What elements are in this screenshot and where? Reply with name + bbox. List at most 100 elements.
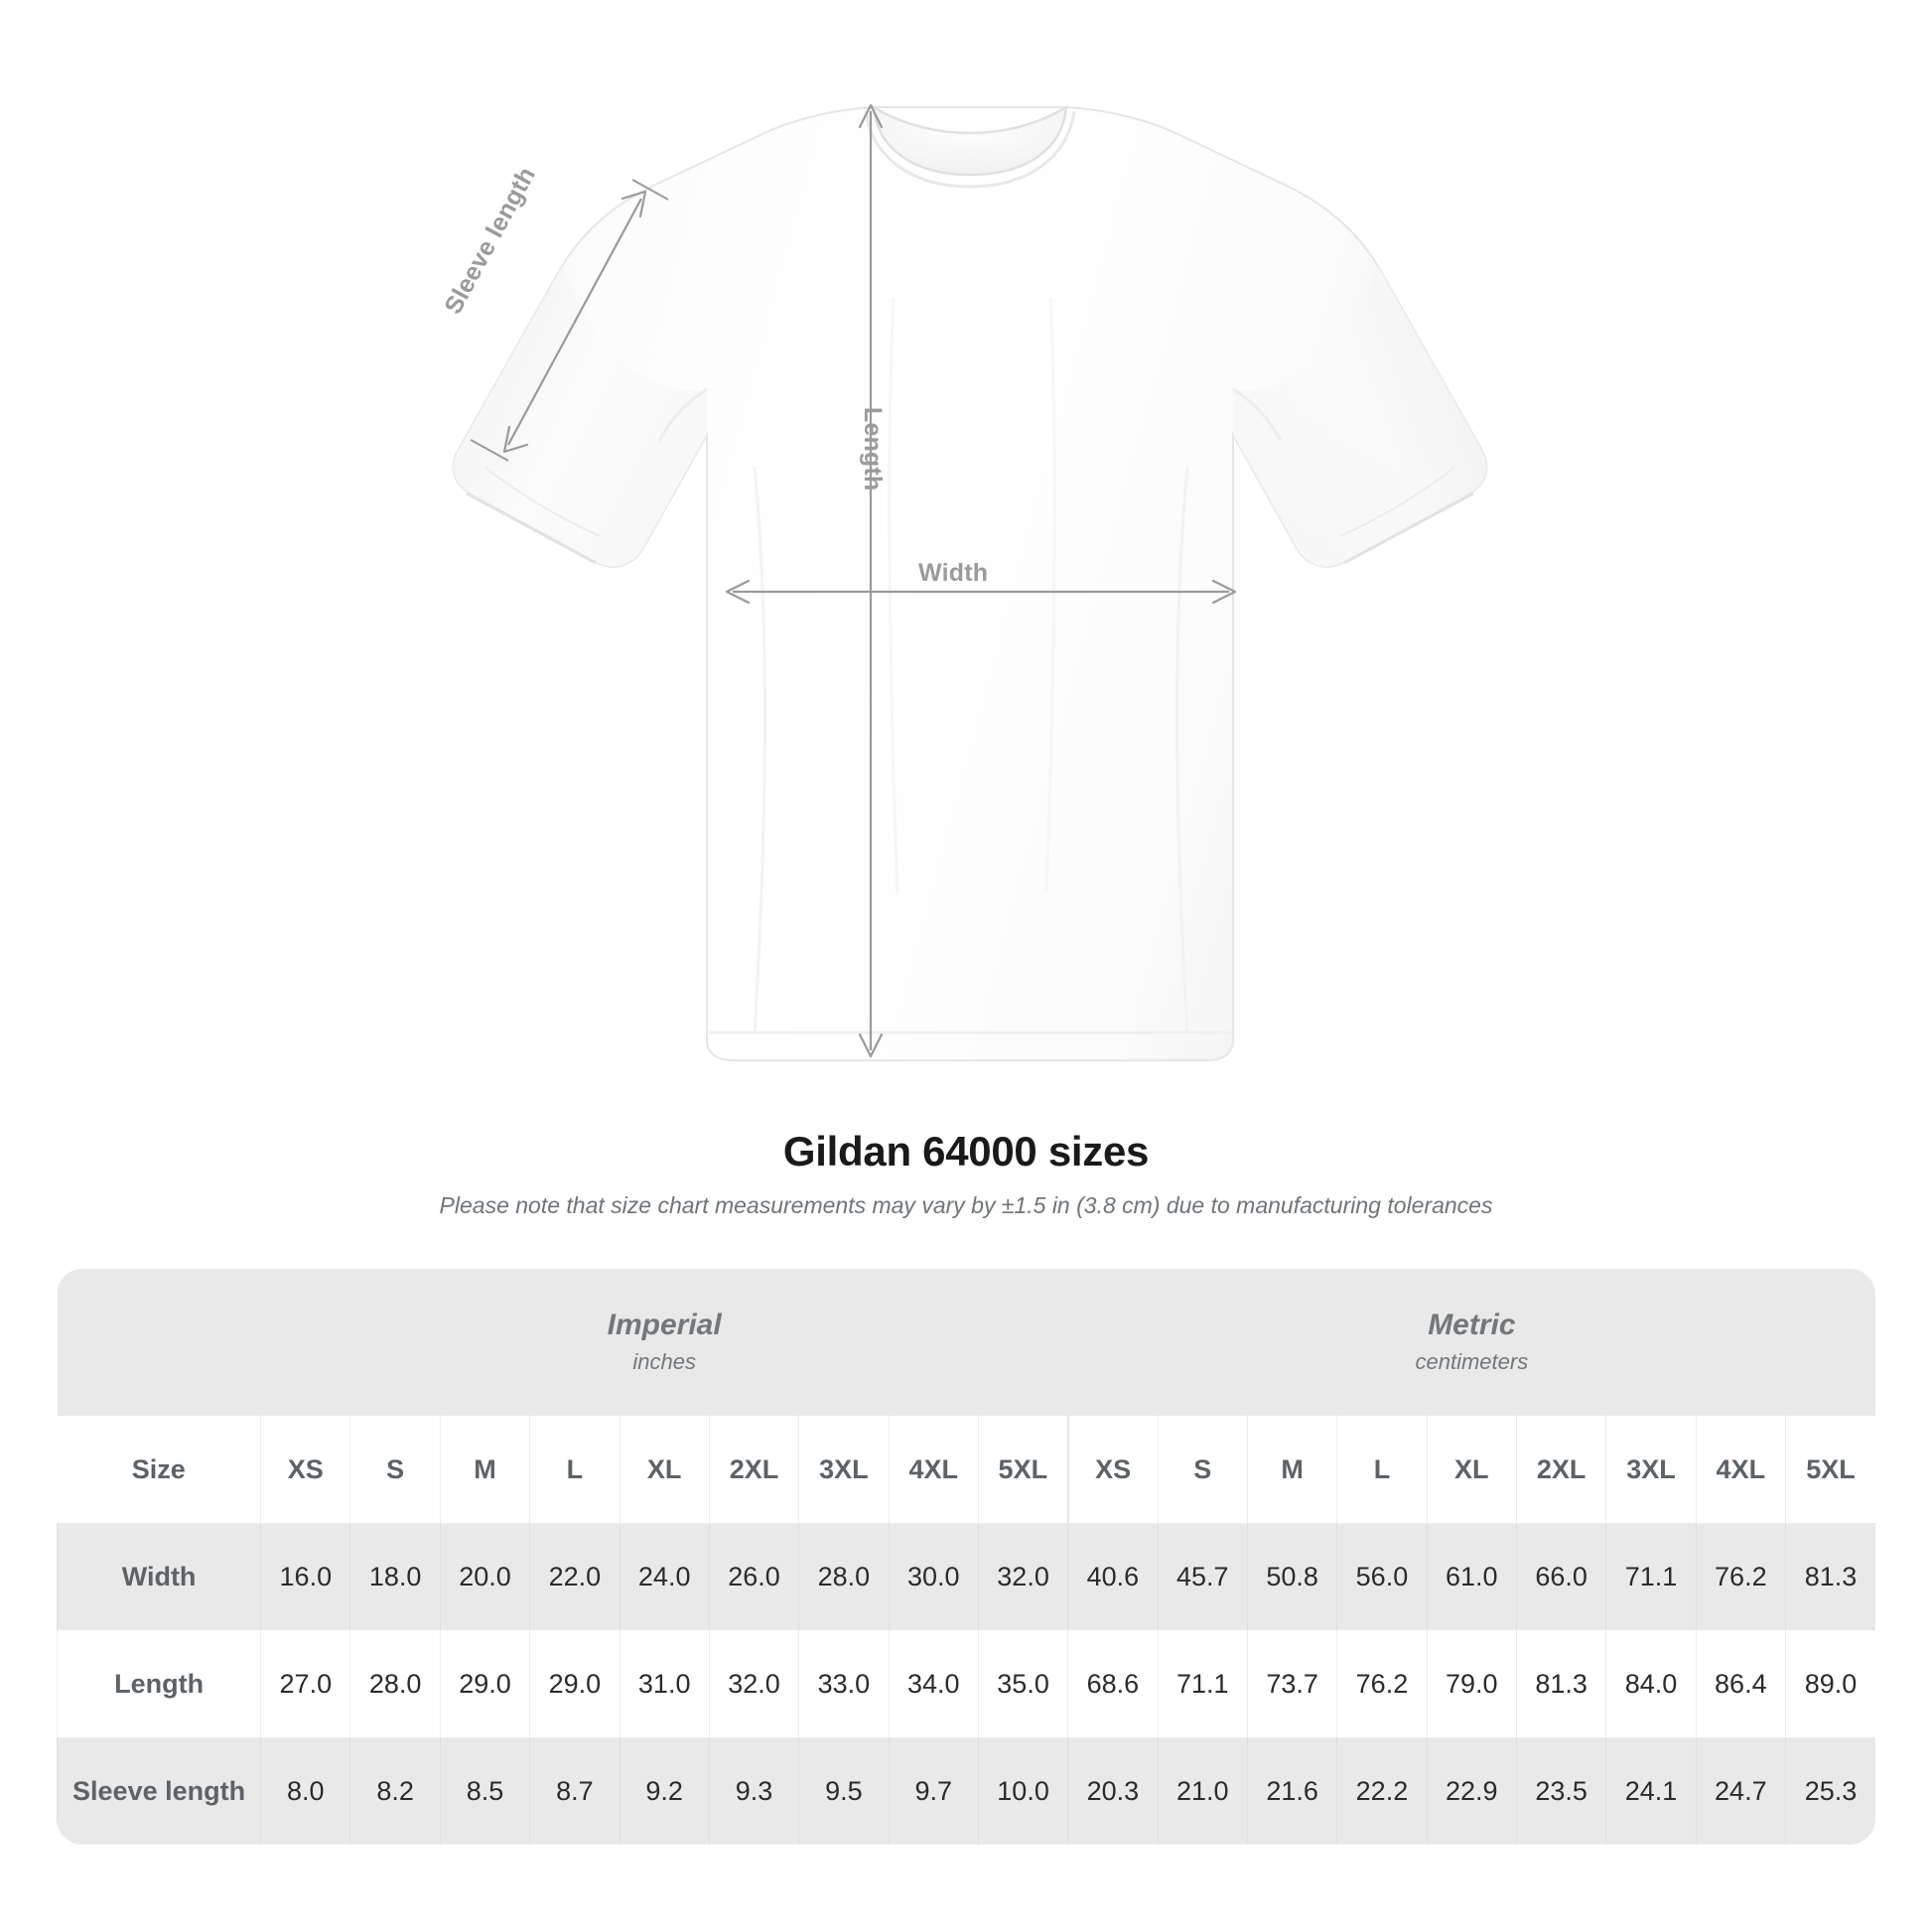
size-header-cell-metric-s: S [1157,1416,1248,1523]
tshirt-illustration [452,103,1488,1061]
cell-sleeve-length-metric-m: 21.6 [1246,1737,1337,1845]
cell-sleeve-length-metric-5xl: 25.3 [1784,1737,1875,1845]
size-header-row: Size XS S M L XL 2XL 3XL 4XL 5XL XS S M L XL 2XL 3XL 4XL 5… [57,1416,1875,1523]
row-header-width: Width [57,1523,261,1630]
cell-length-metric-s: 71.1 [1157,1630,1248,1737]
size-header-cell-metric-5xl: 5XL [1784,1416,1875,1523]
table-row: Length 27.0 28.0 29.0 29.0 31.0 32.0 33.0 34.0 35… [57,1630,1875,1737]
cell-length-metric-4xl: 86.4 [1695,1630,1786,1737]
cell-width-metric-xl: 61.0 [1426,1523,1517,1630]
cell-sleeve-length-metric-4xl: 24.7 [1695,1737,1786,1845]
page-title: Gildan 64000 sizes [782,1128,1150,1174]
size-header-cell-metric-xs: XS [1066,1416,1159,1523]
size-header-cell-metric-l: L [1336,1416,1428,1523]
size-header-cell-imperial-2xl: 2XL [708,1416,799,1523]
cell-width-metric-5xl: 81.3 [1784,1523,1875,1630]
cell-sleeve-length-imperial-m: 8.5 [439,1737,530,1845]
unit-header-spacer [57,1269,261,1416]
table-row: Width 16.0 18.0 20.0 22.0 24.0 26.0 28.0 30.0 32.… [57,1523,1875,1630]
size-header-cell-imperial-s: S [349,1416,441,1523]
cell-sleeve-length-imperial-2xl: 9.3 [708,1737,799,1845]
size-header-cell-imperial-4xl: 4XL [888,1416,979,1523]
cell-length-imperial-5xl: 35.0 [977,1630,1068,1737]
size-header-cell-metric-4xl: 4XL [1695,1416,1786,1523]
cell-sleeve-length-metric-l: 22.2 [1336,1737,1428,1845]
cell-sleeve-length-imperial-5xl: 10.0 [977,1737,1068,1845]
tolerance-note: Please note that size chart measurements… [439,1192,1493,1219]
cell-sleeve-length-imperial-xs: 8.0 [260,1737,350,1845]
length-arrowhead-top [858,103,884,129]
cell-sleeve-length-metric-s: 21.0 [1157,1737,1248,1845]
cell-length-metric-3xl: 84.0 [1605,1630,1697,1737]
cell-width-imperial-xl: 24.0 [619,1523,710,1630]
cell-sleeve-length-imperial-l: 8.7 [529,1737,621,1845]
cell-sleeve-length-imperial-3xl: 9.5 [798,1737,890,1845]
unit-header-row: Imperial inches Metric centimeters [57,1269,1875,1416]
row-header-length: Length [57,1630,261,1737]
cell-length-metric-xl: 79.0 [1426,1630,1517,1737]
cell-length-imperial-3xl: 33.0 [798,1630,890,1737]
cell-length-imperial-l: 29.0 [529,1630,621,1737]
unit-subtitle: centimeters [1415,1348,1529,1374]
cell-length-imperial-2xl: 32.0 [708,1630,799,1737]
length-label: Length [859,407,887,491]
size-header-cell-metric-2xl: 2XL [1515,1416,1606,1523]
width-label: Width [918,559,989,587]
cell-width-metric-xs: 40.6 [1067,1523,1159,1630]
cell-width-metric-2xl: 66.0 [1515,1523,1606,1630]
cell-width-metric-s: 45.7 [1157,1523,1248,1630]
cell-width-metric-l: 56.0 [1336,1523,1428,1630]
cell-length-imperial-m: 29.0 [439,1630,530,1737]
size-header-cell-imperial-xl: XL [619,1416,710,1523]
sleeve-dimension-line [507,198,642,446]
shirt-shape [452,104,1488,1061]
cell-sleeve-length-imperial-4xl: 9.7 [888,1737,979,1845]
size-header-cell-imperial-xs: XS [260,1416,350,1523]
size-header-cell-imperial-3xl: 3XL [798,1416,890,1523]
cell-length-metric-5xl: 89.0 [1784,1630,1875,1737]
cell-length-metric-l: 76.2 [1336,1630,1428,1737]
cell-width-imperial-3xl: 28.0 [798,1523,890,1630]
cell-sleeve-length-imperial-xl: 9.2 [619,1737,710,1845]
size-chart-table: Imperial inches Metric centimeters Size XS S M L… [57,1269,1875,1845]
cell-width-imperial-xs: 16.0 [260,1523,350,1630]
cell-sleeve-length-metric-2xl: 23.5 [1515,1737,1606,1845]
size-column-header: Size [57,1416,261,1523]
unit-subtitle: inches [632,1348,696,1374]
cell-length-imperial-xl: 31.0 [619,1630,710,1737]
cell-length-imperial-s: 28.0 [349,1630,441,1737]
cell-length-metric-xs: 68.6 [1067,1630,1159,1737]
measurement-lines [470,103,1237,1058]
size-header-cell-metric-xl: XL [1426,1416,1517,1523]
cell-sleeve-length-metric-xl: 22.9 [1426,1737,1517,1845]
size-header-cell-imperial-m: M [439,1416,530,1523]
cell-sleeve-length-metric-3xl: 24.1 [1605,1737,1697,1845]
unit-header-metric: Metric centimeters [1067,1269,1875,1416]
row-header-sleeve-length: Sleeve length [57,1737,261,1845]
unit-name: Imperial [607,1309,722,1342]
cell-length-metric-2xl: 81.3 [1515,1630,1606,1737]
size-header-cell-imperial-l: L [529,1416,621,1523]
width-arrowhead-left [725,579,751,605]
size-header-cell-imperial-5xl: 5XL [977,1416,1068,1523]
size-header-cell-metric-3xl: 3XL [1605,1416,1697,1523]
sleeve-tick-bottom [470,439,509,462]
sleeve-arrowhead-bottom [502,425,529,454]
cell-length-metric-m: 73.7 [1246,1630,1337,1737]
cell-width-imperial-5xl: 32.0 [977,1523,1068,1630]
length-arrowhead-bottom [858,1033,884,1058]
cell-width-imperial-l: 22.0 [529,1523,621,1630]
size-chart-table-container: Imperial inches Metric centimeters Size XS S M L… [57,1269,1875,1845]
cell-sleeve-length-imperial-s: 8.2 [349,1737,441,1845]
size-header-cell-metric-m: M [1246,1416,1337,1523]
cell-width-metric-3xl: 71.1 [1605,1523,1697,1630]
cell-sleeve-length-metric-xs: 20.3 [1067,1737,1159,1845]
cell-width-imperial-2xl: 26.0 [708,1523,799,1630]
cell-width-imperial-s: 18.0 [349,1523,441,1630]
table-row: Sleeve length 8.0 8.2 8.5 8.7 9.2 9.3 9.5 9.7 10.… [57,1737,1875,1845]
width-arrowhead-right [1211,579,1237,605]
cell-width-metric-4xl: 76.2 [1695,1523,1786,1630]
cell-length-imperial-4xl: 34.0 [888,1630,979,1737]
sleeve-arrowhead-top [621,190,647,218]
unit-name: Metric [1428,1309,1516,1342]
